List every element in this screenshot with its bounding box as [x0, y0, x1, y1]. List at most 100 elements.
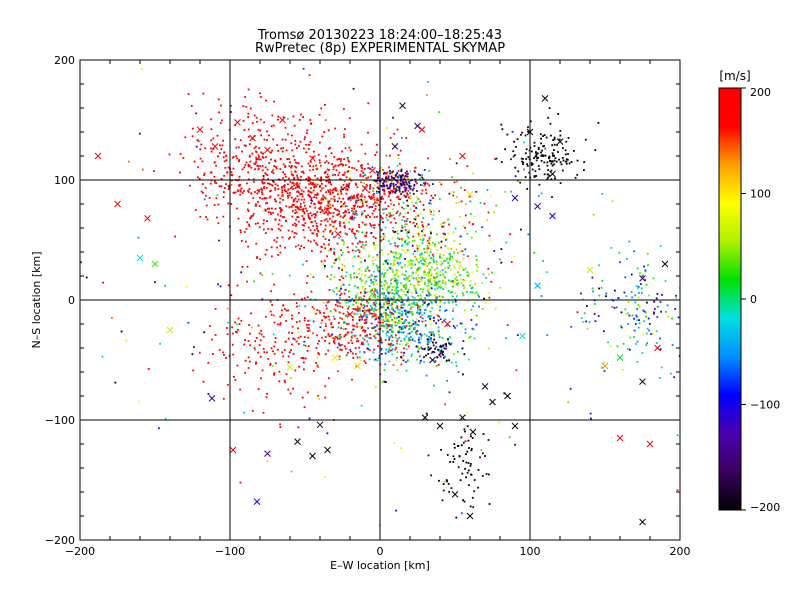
data-point-dot — [307, 214, 310, 217]
data-point-dot — [407, 189, 410, 192]
data-point-dot — [364, 234, 366, 237]
data-point-dot — [282, 116, 285, 119]
data-point-dot — [370, 225, 373, 228]
data-point-dot — [247, 210, 250, 212]
data-point-dot — [296, 182, 299, 184]
data-point-dot — [271, 272, 274, 275]
data-point-dot — [364, 288, 367, 290]
data-point-dot — [294, 206, 297, 208]
data-point-dot — [469, 213, 472, 215]
data-point-dot — [389, 211, 391, 214]
data-point-dot — [334, 304, 337, 306]
data-point-dot — [348, 160, 351, 163]
data-point-dot — [277, 115, 280, 118]
data-point-dot — [395, 183, 397, 186]
data-point-dot — [375, 316, 377, 318]
data-point-dot — [435, 271, 438, 274]
data-point-x — [208, 395, 216, 402]
data-point-dot — [327, 189, 330, 192]
data-point-dot — [308, 195, 311, 197]
data-point-dot — [298, 119, 301, 121]
data-point-dot — [185, 285, 188, 288]
data-point-dot — [380, 314, 383, 317]
data-point-dot — [479, 202, 482, 204]
data-point-dot — [372, 235, 375, 238]
data-point-dot — [467, 462, 470, 464]
data-point-dot — [283, 349, 286, 351]
data-point-dot — [457, 271, 459, 274]
data-point-dot — [432, 213, 435, 216]
data-point-dot — [320, 178, 323, 180]
data-point-dot — [601, 280, 604, 282]
data-point-dot — [297, 162, 300, 165]
data-point-dot — [370, 232, 373, 234]
data-point-dot — [323, 243, 325, 246]
data-point-dot — [311, 156, 314, 159]
data-point-dot — [305, 151, 308, 154]
data-point-dot — [318, 353, 320, 356]
data-point-dot — [272, 211, 274, 214]
data-point-dot — [327, 249, 330, 252]
data-point-dot — [279, 423, 281, 426]
data-point-dot — [273, 345, 276, 348]
data-point-dot — [336, 158, 339, 161]
data-point-dot — [347, 158, 350, 161]
data-point-dot — [261, 169, 264, 172]
data-point-dot — [432, 255, 435, 258]
data-point-dot — [317, 366, 320, 368]
data-point-dot — [414, 255, 416, 258]
data-point-dot — [415, 345, 418, 348]
data-point-dot — [437, 326, 440, 329]
data-point-dot — [435, 346, 438, 348]
data-point-dot — [392, 190, 395, 193]
data-point-dot — [456, 324, 458, 327]
data-point-dot — [325, 218, 328, 220]
data-point-dot — [419, 308, 422, 311]
data-point-dot — [422, 178, 425, 181]
data-point-dot — [383, 283, 386, 286]
data-point-dot — [442, 260, 445, 263]
data-point-dot — [393, 296, 396, 299]
data-point-dot — [351, 197, 354, 200]
data-point-dot — [394, 244, 397, 247]
data-point-dot — [234, 330, 237, 333]
data-point-dot — [219, 144, 221, 147]
data-point-dot — [329, 191, 332, 194]
data-point-dot — [600, 286, 603, 289]
data-point-dot — [358, 267, 361, 270]
data-point-dot — [230, 111, 232, 113]
data-point-dot — [377, 302, 380, 305]
data-point-dot — [398, 315, 400, 318]
data-point-dot — [279, 197, 282, 200]
data-point-dot — [343, 158, 345, 160]
data-point-dot — [402, 290, 405, 293]
data-point-dot — [343, 215, 346, 218]
data-point-dot — [274, 187, 276, 190]
data-point-dot — [628, 240, 631, 243]
data-point-dot — [301, 396, 304, 399]
data-point-dot — [357, 193, 359, 196]
data-point-dot — [348, 284, 351, 286]
data-point-dot — [444, 281, 447, 283]
data-point-dot — [286, 192, 289, 195]
data-point-dot — [297, 216, 300, 219]
data-point-dot — [534, 155, 537, 158]
data-point-x — [279, 116, 286, 124]
data-point-dot — [434, 245, 436, 248]
data-point-dot — [307, 239, 310, 242]
data-point-dot — [405, 173, 408, 176]
data-point-dot — [247, 112, 250, 115]
colorbar-tick-label: −200 — [750, 501, 780, 514]
data-point-dot — [282, 163, 285, 166]
data-point-dot — [348, 296, 351, 298]
data-point-dot — [562, 147, 564, 149]
data-point-dot — [395, 509, 397, 512]
data-point-dot — [548, 174, 551, 177]
data-point-dot — [308, 183, 311, 185]
data-point-dot — [244, 339, 246, 341]
data-point-dot — [371, 306, 373, 309]
data-point-dot — [456, 180, 458, 183]
data-point-dot — [392, 344, 395, 346]
data-point-dot — [422, 238, 425, 240]
